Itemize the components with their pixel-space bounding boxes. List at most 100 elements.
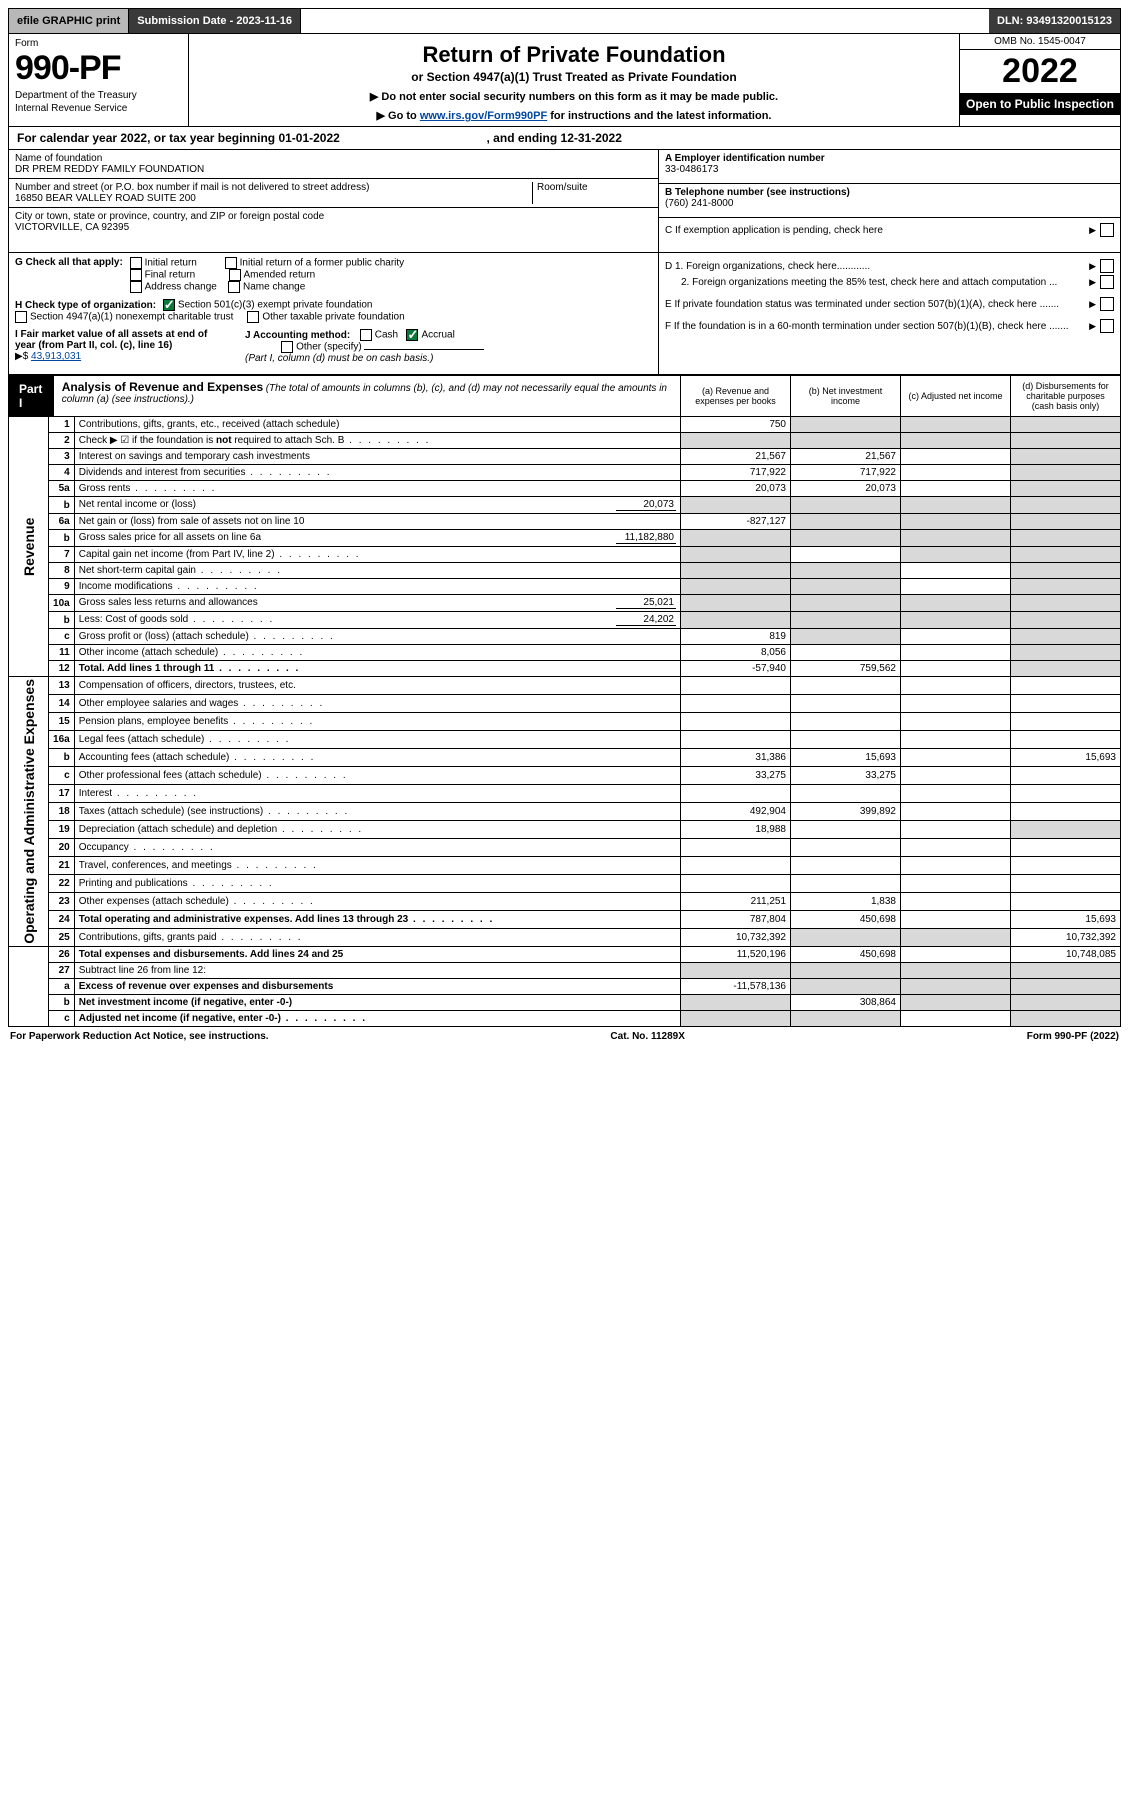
cell-value xyxy=(901,449,1011,465)
j-accrual-checkbox[interactable] xyxy=(406,329,418,341)
e-checkbox[interactable] xyxy=(1100,297,1114,311)
cell-value xyxy=(901,481,1011,497)
d1-checkbox[interactable] xyxy=(1100,259,1114,273)
row-number: 12 xyxy=(48,661,74,677)
g-address-checkbox[interactable] xyxy=(130,281,142,293)
row-description: Legal fees (attach schedule) xyxy=(74,730,680,748)
footer-left: For Paperwork Reduction Act Notice, see … xyxy=(10,1031,269,1042)
i-prefix: ▶$ xyxy=(15,351,31,362)
cell-value xyxy=(901,547,1011,563)
cell-value: 20,073 xyxy=(681,481,791,497)
row-number: 24 xyxy=(48,910,74,928)
g-initial-checkbox[interactable] xyxy=(130,257,142,269)
cell-value: -11,578,136 xyxy=(681,978,791,994)
cell-value xyxy=(791,612,901,629)
cell-value xyxy=(901,579,1011,595)
h-other-checkbox[interactable] xyxy=(247,311,259,323)
row-description: Occupancy xyxy=(74,838,680,856)
cell-value xyxy=(1011,802,1121,820)
row-number: 4 xyxy=(48,465,74,481)
j-other-checkbox[interactable] xyxy=(281,341,293,353)
table-row: Operating and Administrative Expenses13C… xyxy=(9,677,1121,695)
cell-value xyxy=(901,946,1011,962)
table-row: 6aNet gain or (loss) from sale of assets… xyxy=(9,514,1121,530)
ein-value: 33-0486173 xyxy=(665,164,1114,175)
cell-value xyxy=(901,712,1011,730)
cell-value xyxy=(901,820,1011,838)
d2-checkbox[interactable] xyxy=(1100,275,1114,289)
cell-value xyxy=(901,563,1011,579)
g-opt-2: Address change xyxy=(145,282,217,293)
cell-value xyxy=(791,595,901,612)
cell-value: 399,892 xyxy=(791,802,901,820)
ij-section: I Fair market value of all assets at end… xyxy=(15,329,652,364)
cell-value xyxy=(1011,661,1121,677)
cell-value: 492,904 xyxy=(681,802,791,820)
row-number: 6a xyxy=(48,514,74,530)
note2-pre: ▶ Go to xyxy=(377,110,420,122)
cell-value: 8,056 xyxy=(681,645,791,661)
row-number: 7 xyxy=(48,547,74,563)
note2-post: for instructions and the latest informat… xyxy=(547,110,771,122)
table-row: 16aLegal fees (attach schedule) xyxy=(9,730,1121,748)
row-number: 26 xyxy=(48,946,74,962)
row-number: 17 xyxy=(48,784,74,802)
g-final-checkbox[interactable] xyxy=(130,269,142,281)
row-number: 10a xyxy=(48,595,74,612)
cell-value xyxy=(1011,433,1121,449)
row-number: 15 xyxy=(48,712,74,730)
cell-value: 211,251 xyxy=(681,892,791,910)
row-number: 21 xyxy=(48,856,74,874)
cell-value xyxy=(1011,874,1121,892)
row-description: Other income (attach schedule) xyxy=(74,645,680,661)
table-row: 2Check ▶ ☑ if the foundation is not requ… xyxy=(9,433,1121,449)
cell-value xyxy=(681,1010,791,1026)
row-number: b xyxy=(48,612,74,629)
cell-value: 759,562 xyxy=(791,661,901,677)
room-label: Room/suite xyxy=(537,182,652,193)
h-501c3-checkbox[interactable] xyxy=(163,299,175,311)
row-number: 27 xyxy=(48,962,74,978)
col-c-header: (c) Adjusted net income xyxy=(901,376,1011,417)
cell-value xyxy=(901,730,1011,748)
cell-value xyxy=(1011,784,1121,802)
g-name-checkbox[interactable] xyxy=(228,281,240,293)
cell-value: 31,386 xyxy=(681,748,791,766)
cell-value: 33,275 xyxy=(681,766,791,784)
table-row: 12Total. Add lines 1 through 11-57,94075… xyxy=(9,661,1121,677)
cell-value xyxy=(1011,1010,1121,1026)
row-number: c xyxy=(48,629,74,645)
footer-right: Form 990-PF (2022) xyxy=(1027,1031,1119,1042)
h-4947-checkbox[interactable] xyxy=(15,311,27,323)
cell-value: -57,940 xyxy=(681,661,791,677)
row-number: 16a xyxy=(48,730,74,748)
cell-value xyxy=(681,694,791,712)
cell-value xyxy=(1011,629,1121,645)
g-amended-checkbox[interactable] xyxy=(229,269,241,281)
ein-cell: A Employer identification number 33-0486… xyxy=(659,150,1120,184)
c-checkbox[interactable] xyxy=(1100,223,1114,237)
cell-value xyxy=(791,497,901,514)
cell-value xyxy=(901,784,1011,802)
calendar-year-row: For calendar year 2022, or tax year begi… xyxy=(8,127,1121,150)
g-opt-5: Name change xyxy=(243,282,305,293)
part1-title: Analysis of Revenue and Expenses xyxy=(62,380,263,394)
g-former-checkbox[interactable] xyxy=(225,257,237,269)
i-label: I Fair market value of all assets at end… xyxy=(15,329,207,351)
cell-value: 1,838 xyxy=(791,892,901,910)
open-to-public: Open to Public Inspection xyxy=(960,93,1120,115)
irs-link[interactable]: www.irs.gov/Form990PF xyxy=(420,110,547,122)
row-description: Income modifications xyxy=(74,579,680,595)
cell-value: 21,567 xyxy=(791,449,901,465)
j-cash-checkbox[interactable] xyxy=(360,329,372,341)
efile-print-button[interactable]: efile GRAPHIC print xyxy=(9,9,129,33)
cell-value xyxy=(791,677,901,695)
cell-value xyxy=(901,465,1011,481)
d1-line: D 1. Foreign organizations, check here..… xyxy=(665,259,1114,273)
f-checkbox[interactable] xyxy=(1100,319,1114,333)
cell-value xyxy=(901,994,1011,1010)
h1: Section 501(c)(3) exempt private foundat… xyxy=(178,300,373,311)
expenses-side-label: Operating and Administrative Expenses xyxy=(9,677,49,947)
i-value[interactable]: 43,913,031 xyxy=(31,351,81,362)
row-description: Gross rents xyxy=(74,481,680,497)
